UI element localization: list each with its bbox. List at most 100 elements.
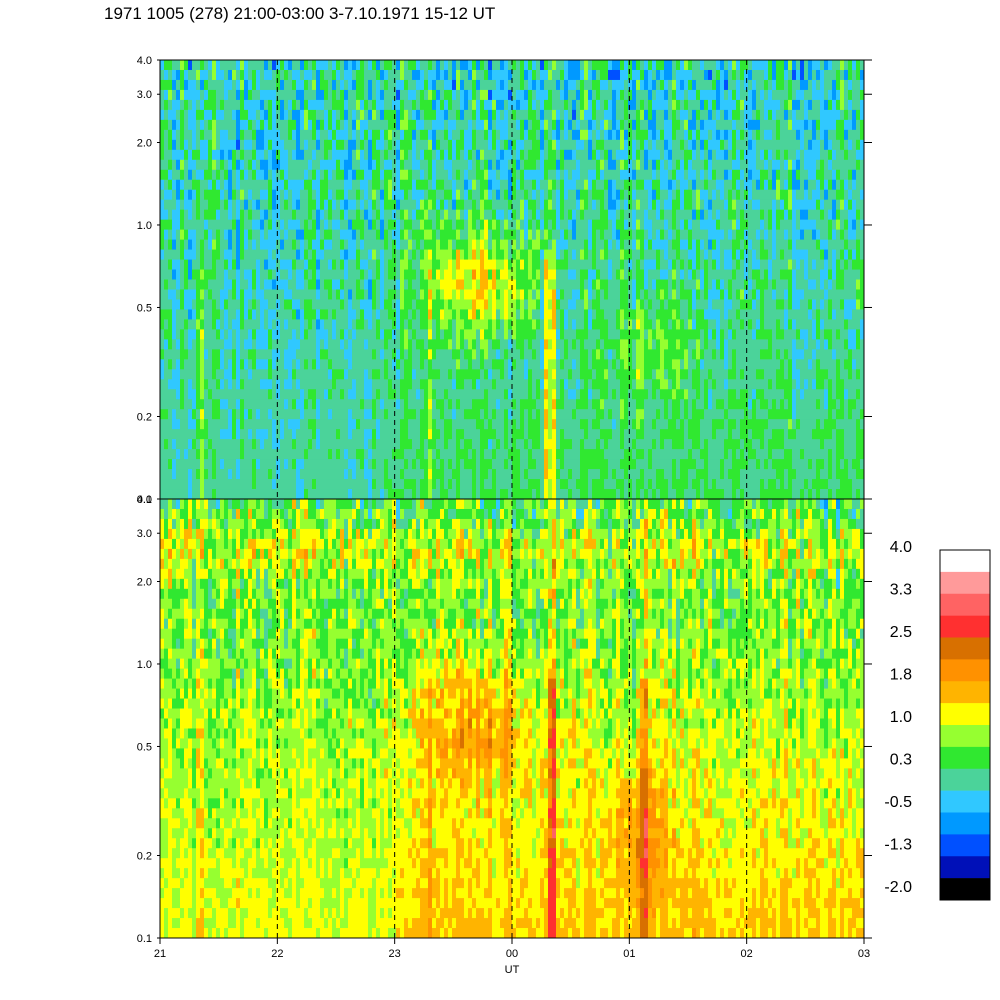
heatmap-cell <box>192 229 197 241</box>
heatmap-cell <box>200 349 205 360</box>
heatmap-cell <box>528 239 533 251</box>
heatmap-cell <box>540 349 545 360</box>
heatmap-cell <box>352 99 357 111</box>
heatmap-cell <box>532 399 537 410</box>
heatmap-cell <box>228 439 233 450</box>
heatmap-cell <box>212 249 217 261</box>
heatmap-cell <box>396 469 401 480</box>
heatmap-cell <box>604 389 609 400</box>
heatmap-cell <box>440 479 445 490</box>
heatmap-cell <box>408 329 413 340</box>
heatmap-cell <box>500 389 505 400</box>
heatmap-cell <box>564 189 569 201</box>
heatmap-cell <box>200 419 205 430</box>
heatmap-cell <box>176 459 181 470</box>
heatmap-cell <box>228 119 233 131</box>
heatmap-cell <box>352 299 357 311</box>
heatmap-cell <box>268 459 273 470</box>
heatmap-cell <box>324 269 329 281</box>
heatmap-cell <box>368 60 373 71</box>
heatmap-cell <box>444 459 449 470</box>
heatmap-cell <box>224 199 229 211</box>
heatmap-cell <box>508 249 513 261</box>
heatmap-cell <box>608 289 613 301</box>
heatmap-cell <box>344 99 349 111</box>
heatmap-cell <box>208 359 213 370</box>
heatmap-cell <box>484 479 489 490</box>
heatmap-cell <box>328 239 333 251</box>
heatmap-cell <box>468 319 473 330</box>
heatmap-cell <box>296 239 301 251</box>
heatmap-cell <box>548 489 553 499</box>
heatmap-cell <box>292 129 297 141</box>
heatmap-cell <box>516 459 521 470</box>
heatmap-cell <box>188 489 193 499</box>
heatmap-cell <box>180 289 185 301</box>
heatmap-cell <box>508 399 513 410</box>
heatmap-cell <box>192 199 197 211</box>
heatmap-cell <box>568 99 573 111</box>
heatmap-cell <box>240 189 245 201</box>
heatmap-cell <box>280 139 285 151</box>
heatmap-cell <box>160 199 165 211</box>
heatmap-cell <box>392 69 397 81</box>
heatmap-cell <box>456 319 461 330</box>
heatmap-cell <box>400 229 405 241</box>
heatmap-cell <box>320 179 325 191</box>
heatmap-cell <box>328 279 333 291</box>
heatmap-cell <box>340 379 345 390</box>
heatmap-cell <box>260 399 265 410</box>
heatmap-cell <box>300 99 305 111</box>
heatmap-cell <box>344 219 349 231</box>
heatmap-cell <box>600 219 605 231</box>
heatmap-cell <box>480 449 485 460</box>
heatmap-cell <box>568 459 573 470</box>
heatmap-cell <box>376 79 381 91</box>
heatmap-cell <box>604 299 609 311</box>
heatmap-cell <box>328 329 333 340</box>
heatmap-cell <box>532 199 537 211</box>
heatmap-cell <box>356 209 361 221</box>
heatmap-cell <box>576 229 581 241</box>
heatmap-cell <box>400 289 405 301</box>
heatmap-cell <box>424 439 429 450</box>
heatmap-cell <box>400 449 405 460</box>
heatmap-cell <box>316 299 321 311</box>
heatmap-cell <box>612 119 617 131</box>
heatmap-cell <box>500 109 505 121</box>
heatmap-cell <box>164 269 169 281</box>
heatmap-cell <box>368 89 373 101</box>
heatmap-cell <box>296 469 301 480</box>
heatmap-cell <box>304 319 309 330</box>
heatmap-cell <box>232 229 237 241</box>
heatmap-cell <box>184 99 189 111</box>
heatmap-cell <box>368 339 373 350</box>
heatmap-cell <box>292 359 297 370</box>
heatmap-cell <box>260 289 265 301</box>
heatmap-cell <box>164 429 169 440</box>
heatmap-cell <box>596 389 601 400</box>
heatmap-cell <box>292 60 297 71</box>
heatmap-cell <box>224 269 229 281</box>
heatmap-cell <box>532 159 537 171</box>
heatmap-cell <box>448 269 453 281</box>
heatmap-cell <box>456 329 461 340</box>
heatmap-cell <box>172 479 177 490</box>
heatmap-cell <box>372 289 377 301</box>
heatmap-cell <box>512 469 517 480</box>
heatmap-cell <box>552 339 557 350</box>
heatmap-cell <box>392 149 397 161</box>
heatmap-cell <box>408 279 413 291</box>
heatmap-cell <box>480 489 485 499</box>
heatmap-cell <box>336 379 341 390</box>
heatmap-cell <box>536 139 541 151</box>
heatmap-cell <box>340 349 345 360</box>
heatmap-cell <box>200 119 205 131</box>
heatmap-cell <box>356 419 361 430</box>
heatmap-cell <box>324 89 329 101</box>
heatmap-cell <box>424 229 429 241</box>
heatmap-cell <box>364 469 369 480</box>
heatmap-cell <box>516 359 521 370</box>
heatmap-cell <box>232 389 237 400</box>
heatmap-cell <box>456 199 461 211</box>
